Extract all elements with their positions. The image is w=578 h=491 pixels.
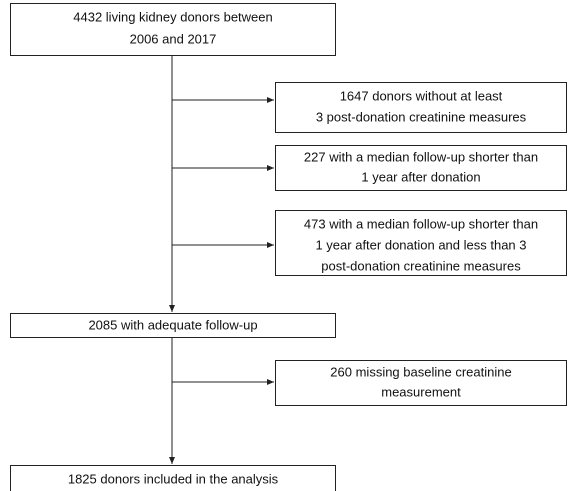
- box-text: 260 missing baseline creatinine: [330, 364, 511, 379]
- box-text: 1647 donors without at least: [340, 88, 503, 103]
- box-text: 227 with a median follow-up shorter than: [304, 149, 538, 164]
- box: [275, 145, 567, 191]
- box-text: 2006 and 2017: [130, 31, 217, 46]
- box: [10, 313, 336, 338]
- box: [275, 360, 567, 406]
- box: [275, 210, 567, 276]
- box-text: 3 post-donation creatinine measures: [316, 109, 527, 124]
- box-text: 473 with a median follow-up shorter than: [304, 216, 538, 231]
- box-text: 4432 living kidney donors between: [73, 9, 272, 24]
- box-text: post-donation creatinine measures: [321, 258, 521, 273]
- box-text: measurement: [381, 384, 461, 399]
- box: [10, 465, 336, 491]
- box-text: 2085 with adequate follow-up: [88, 317, 257, 332]
- box: [275, 82, 567, 133]
- box-text: 1 year after donation: [361, 169, 480, 184]
- box-text: 1825 donors included in the analysis: [68, 471, 279, 486]
- box-text: 1 year after donation and less than 3: [315, 237, 526, 252]
- box: [10, 3, 336, 56]
